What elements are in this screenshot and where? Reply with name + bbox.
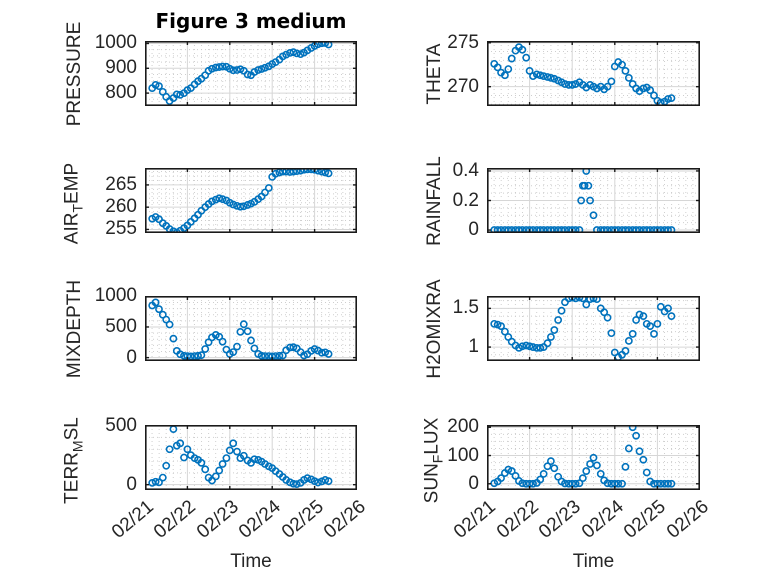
y-tick-label-sunflux: 200 bbox=[447, 416, 479, 438]
x-axis-label-left: Time bbox=[230, 551, 272, 572]
scatter-rainfall bbox=[487, 168, 700, 233]
y-axis-label-segment: SUN bbox=[421, 462, 443, 503]
y-tick-label-mixdepth: 500 bbox=[105, 315, 137, 337]
y-axis-label-segment: THETA bbox=[424, 43, 445, 104]
x-axis-label-right: Time bbox=[572, 551, 615, 572]
y-tick-label-rainfall: 0.2 bbox=[452, 189, 479, 211]
subplot-terrmsl: 0 500 TERRMSL 02/21 02/22 02/23 02/24 02/25 02/2… bbox=[62, 415, 370, 543]
scatter-airtemp bbox=[145, 168, 357, 233]
y-tick-label-sunflux: 100 bbox=[447, 444, 479, 466]
y-axis-label-segment: SL bbox=[61, 416, 83, 440]
y-tick-label-pressure: 800 bbox=[105, 82, 137, 104]
y-axis-label-segment: TERR bbox=[61, 451, 83, 504]
y-tick-label-terrmsl: 500 bbox=[105, 414, 137, 436]
y-axis-label-segment: T bbox=[69, 203, 86, 213]
scatter-sunflux bbox=[487, 425, 700, 490]
y-tick-label-terrmsl: 0 bbox=[126, 473, 137, 495]
y-axis-label-segment: F bbox=[429, 454, 446, 463]
y-tick-label-theta: 275 bbox=[447, 31, 479, 53]
scatter-theta bbox=[487, 41, 700, 106]
y-tick-label-theta: 270 bbox=[447, 75, 479, 97]
y-tick-label-h2omixra: 1.5 bbox=[452, 297, 479, 319]
scatter-mixdepth bbox=[145, 296, 357, 361]
subplot-pressure: 800 900 1000 PRESSURE bbox=[64, 21, 357, 126]
y-tick-label-mixdepth: 1000 bbox=[94, 285, 137, 307]
subplot-sunflux: 0 100 200 SUNFLUX 02/21 02/22 02/23 02/24 02/25 0… bbox=[422, 417, 713, 543]
subplot-mixdepth: 0 500 1000 MIXDEPTH bbox=[64, 279, 357, 378]
y-tick-label-airtemp: 255 bbox=[105, 218, 137, 240]
subplot-theta: 270 275 THETA bbox=[424, 32, 700, 106]
y-tick-label-pressure: 900 bbox=[105, 57, 137, 79]
figure-title: Figure 3 medium bbox=[155, 9, 347, 33]
subplot-h2omixra: 1 1.5 H2OMIXRA bbox=[424, 279, 700, 378]
scatter-terrmsl bbox=[145, 425, 357, 490]
y-axis-label-segment: LUX bbox=[421, 417, 443, 455]
y-tick-label-airtemp: 260 bbox=[105, 196, 137, 218]
y-tick-label-airtemp: 265 bbox=[105, 173, 137, 195]
y-tick-label-sunflux: 0 bbox=[468, 472, 479, 494]
subplot-airtemp: 255 260 265 AIRTEMP bbox=[62, 162, 357, 244]
y-tick-label-rainfall: 0.4 bbox=[452, 159, 479, 181]
y-tick-label-pressure: 1000 bbox=[94, 32, 137, 54]
y-tick-label-mixdepth: 0 bbox=[126, 346, 137, 368]
scatter-h2omixra bbox=[487, 296, 700, 361]
y-axis-label-segment: M bbox=[69, 439, 86, 452]
scatter-pressure bbox=[145, 41, 357, 106]
y-axis-label-segment: EMP bbox=[61, 162, 83, 204]
y-tick-label-h2omixra: 1 bbox=[468, 336, 479, 358]
y-tick-label-rainfall: 0 bbox=[468, 219, 479, 241]
subplot-rainfall: 0 0.2 0.4 RAINFALL bbox=[424, 156, 700, 245]
y-axis-label-terrmsl: TERRMSL bbox=[61, 360, 88, 560]
y-axis-label-sunflux: SUNFLUX bbox=[421, 360, 448, 560]
